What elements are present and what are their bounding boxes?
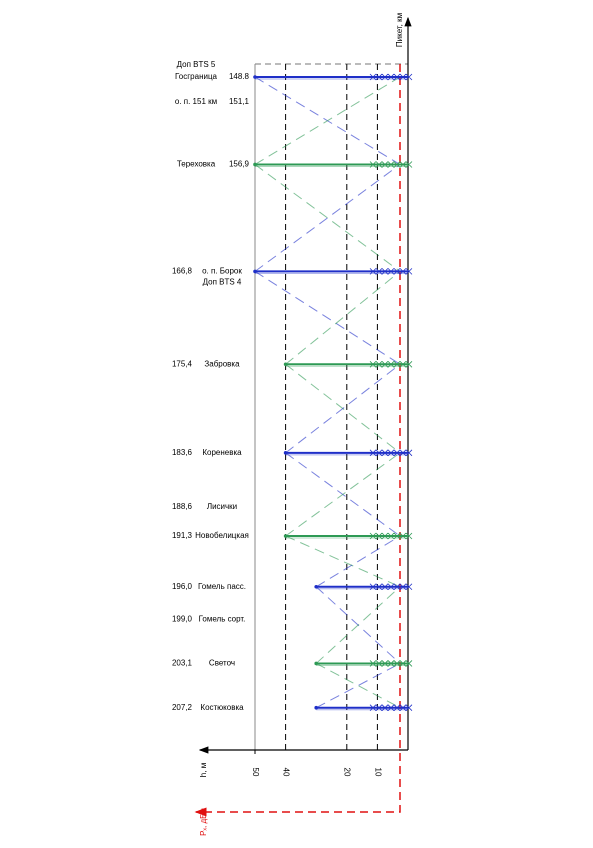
antenna	[283, 451, 288, 455]
antenna	[314, 661, 319, 666]
station-km: 156,9	[229, 160, 250, 169]
antenna	[253, 269, 257, 274]
station-name: Госграница	[175, 72, 218, 81]
power-label: Pₓ, дБм	[199, 808, 208, 836]
coverage-line	[285, 363, 401, 454]
antenna	[253, 162, 257, 167]
station-km: 191,3	[172, 531, 193, 540]
station-name: о. п. 151 км	[175, 97, 217, 106]
horizontal-label: h, м	[199, 763, 208, 777]
station-name: Лисички	[207, 502, 237, 511]
station-km: 196,0	[172, 582, 193, 591]
mast-lattice	[369, 704, 413, 712]
coverage-line	[254, 164, 401, 272]
station-name: о. п. Борок	[202, 267, 242, 276]
mast-lattice	[369, 73, 413, 81]
mast-lattice	[369, 660, 413, 667]
station-name: Гомель пасс.	[198, 582, 246, 591]
antenna	[283, 362, 288, 367]
station-name: Светоч	[209, 659, 235, 668]
antenna	[314, 705, 319, 710]
station-km: 166,8	[172, 267, 193, 276]
coverage-line	[315, 586, 401, 664]
station-name: Костюковка	[200, 703, 244, 712]
h-tick-label: 20	[343, 768, 352, 777]
antenna	[283, 534, 288, 538]
station-km: 183,6	[172, 448, 193, 457]
h-tick-label: 10	[373, 768, 382, 777]
mast-lattice	[369, 268, 413, 275]
coverage-line	[254, 76, 401, 165]
mast-lattice	[369, 449, 413, 457]
station-km: 199,0	[172, 614, 193, 623]
mast-lattice	[369, 583, 413, 591]
coverage-line	[285, 535, 401, 588]
station-name: Забровка	[204, 359, 240, 368]
vertical-label: Пикет, км	[395, 13, 404, 47]
h-tick-label: 40	[281, 768, 290, 777]
station-name: Доп BTS 5	[177, 60, 216, 69]
station-km: 151,1	[229, 97, 250, 106]
power-line	[194, 64, 401, 817]
antenna	[253, 75, 257, 79]
coverage-line	[254, 270, 401, 365]
station-km: 203,1	[172, 659, 193, 668]
station-km: 207,2	[172, 703, 193, 712]
mast-lattice	[369, 161, 413, 168]
station-km: 175,4	[172, 359, 193, 368]
station-name: Тереховка	[177, 160, 216, 169]
station-name: Доп BTS 4	[203, 278, 242, 287]
station-name: Новобелицкая	[195, 531, 249, 540]
station-km: 188,6	[172, 502, 193, 511]
station-name: Гомель сорт.	[199, 614, 246, 623]
mast-lattice	[369, 532, 413, 540]
coverage-line	[285, 271, 401, 365]
h-tick-label: 50	[251, 768, 260, 777]
antenna	[314, 584, 319, 589]
mast-lattice	[369, 360, 413, 368]
coverage-line	[254, 164, 401, 272]
station-km: 148.8	[229, 72, 250, 81]
coverage-line	[285, 452, 401, 537]
coverage-line	[315, 535, 401, 588]
station-name: Кореневка	[202, 448, 242, 457]
